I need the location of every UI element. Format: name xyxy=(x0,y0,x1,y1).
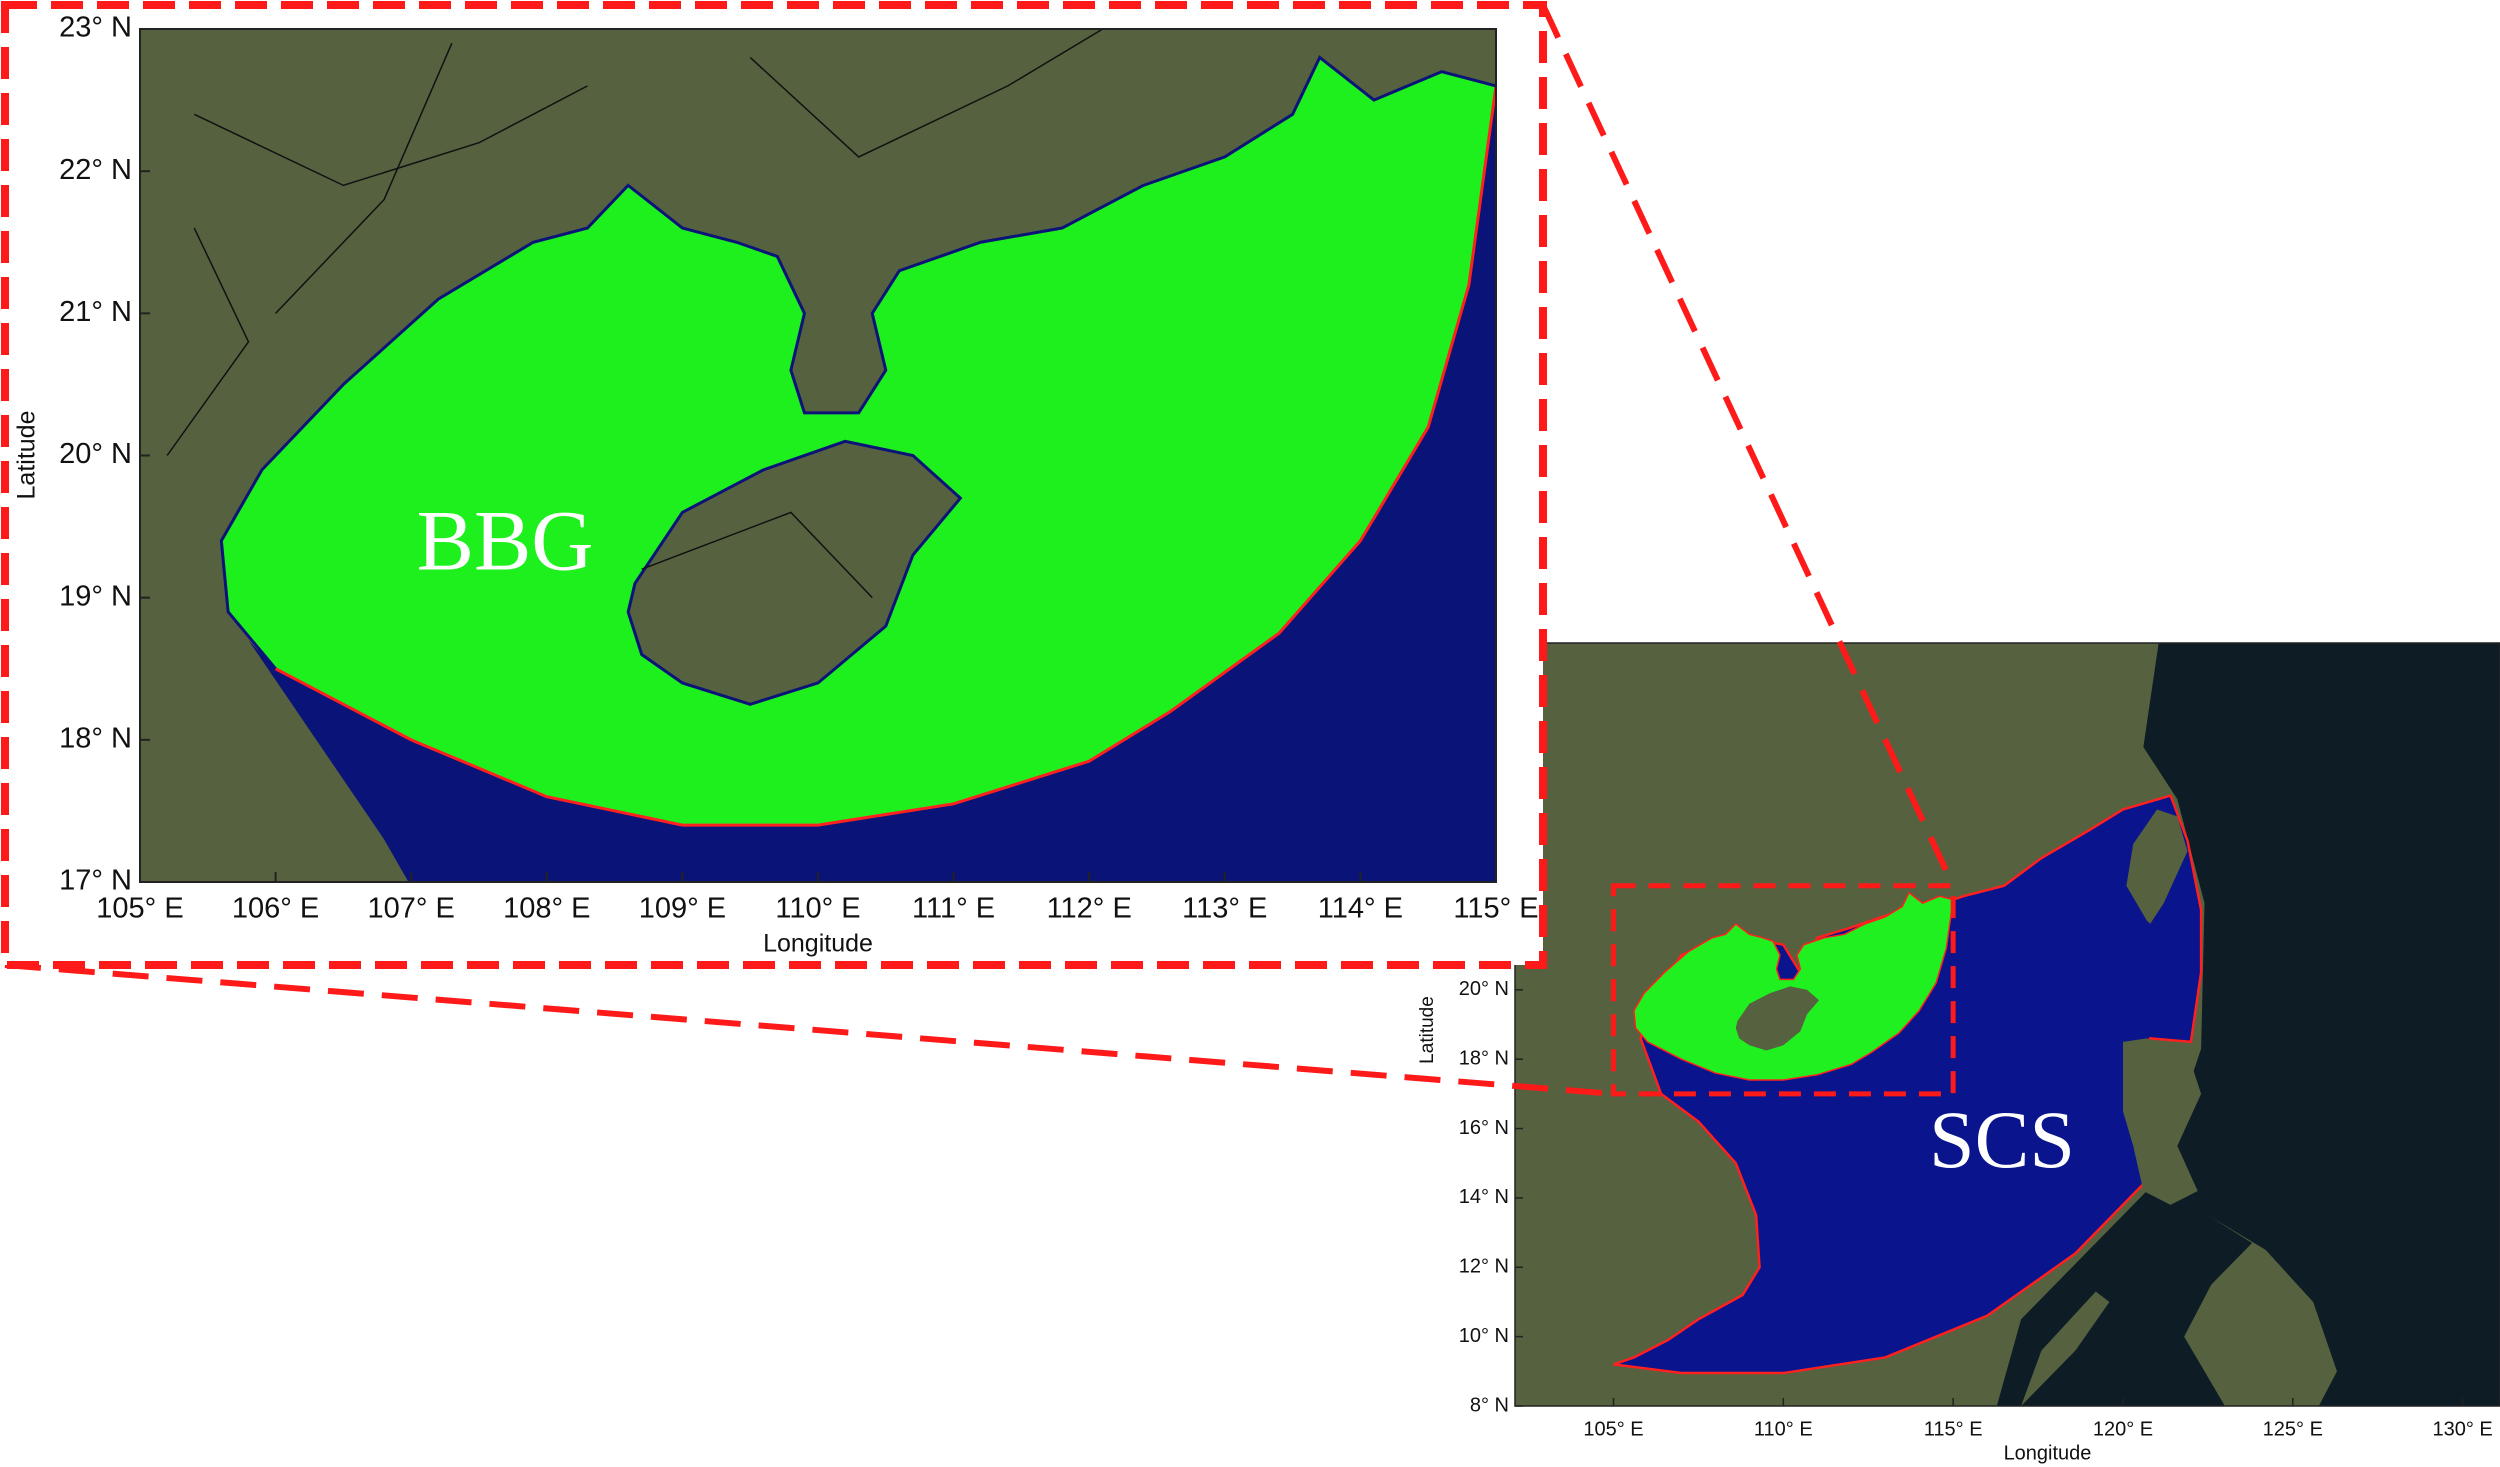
connector xyxy=(4,962,1614,1097)
y-tick-label: 20° N xyxy=(1459,978,1509,1000)
x-tick-label: 106° E xyxy=(232,893,319,925)
y-tick-label: 20° N xyxy=(59,438,132,470)
border xyxy=(275,42,453,314)
bbg-domain xyxy=(221,57,1496,826)
border xyxy=(166,227,250,456)
y-axis-label: Latitude xyxy=(1417,996,1438,1064)
visayas xyxy=(2184,1215,2337,1406)
hainan xyxy=(626,439,963,706)
x-tick-label: 110° E xyxy=(775,893,860,925)
y-tick-label: 8° N xyxy=(1470,1394,1509,1416)
region-label: SCS xyxy=(1929,1094,2075,1185)
border xyxy=(749,29,1104,158)
y-tick-label: 19° N xyxy=(59,580,132,612)
x-tick-label: 125° E xyxy=(2263,1418,2323,1440)
luzon xyxy=(2122,1038,2202,1205)
zoom-map: 105° E 106° E 107° E 108° E 109° E 110° E 111°… xyxy=(1,1,1547,969)
overview-map: 105° E 110° E 115° E 120° E 125° E 130° E 8° N… xyxy=(1417,642,2500,1464)
y-tick-label: 18° N xyxy=(1459,1047,1509,1069)
border xyxy=(641,511,873,599)
x-tick-label: 113° E xyxy=(1182,893,1267,925)
x-tick-label: 114° E xyxy=(1318,893,1403,925)
inset-box xyxy=(1611,883,1956,1097)
y-tick-label: 10° N xyxy=(1459,1325,1509,1347)
y-tick-label: 12° N xyxy=(1459,1256,1509,1278)
x-tick-label: 130° E xyxy=(2433,1418,2493,1440)
border xyxy=(193,85,588,187)
bbg-domain xyxy=(1633,891,1954,1081)
x-tick-label: 107° E xyxy=(368,893,455,925)
x-axis-label: Longitude xyxy=(763,930,873,958)
x-axis-label: Longitude xyxy=(2004,1442,2092,1464)
y-tick-label: 17° N xyxy=(59,865,132,897)
x-tick-label: 108° E xyxy=(503,893,590,925)
x-tick-label: 112° E xyxy=(1047,893,1132,925)
x-tick-label: 105° E xyxy=(1583,1418,1643,1440)
region-label: BBG xyxy=(417,493,594,589)
y-tick-label: 18° N xyxy=(59,722,132,754)
x-tick-label: 109° E xyxy=(639,893,726,925)
x-tick-label: 111° E xyxy=(912,893,995,925)
overview-map-area xyxy=(1515,643,2500,1406)
x-tick-label: 115° E xyxy=(1924,1418,1983,1440)
open-ocean xyxy=(1996,643,2500,1406)
hainan xyxy=(1735,986,1819,1051)
y-tick-label: 22° N xyxy=(59,154,132,186)
y-tick-label: 21° N xyxy=(59,296,132,328)
y-tick-label: 16° N xyxy=(1459,1117,1509,1139)
coastline xyxy=(219,55,1496,670)
overview-frame xyxy=(1514,642,2500,1407)
x-tick-label: 105° E xyxy=(96,893,183,925)
x-tick-label: 110° E xyxy=(1754,1418,1813,1440)
ocean xyxy=(248,85,1496,882)
taiwan xyxy=(2126,809,2188,924)
zoom-map-area xyxy=(140,29,1496,882)
open-boundary xyxy=(274,85,1496,827)
palawan xyxy=(2021,1291,2110,1406)
y-tick-label: 14° N xyxy=(1459,1186,1509,1208)
x-tick-label: 115° E xyxy=(1453,893,1538,925)
x-tick-label: 120° E xyxy=(2093,1418,2153,1440)
y-tick-label: 23° N xyxy=(59,12,132,44)
y-axis-label: Latitude xyxy=(13,411,41,500)
